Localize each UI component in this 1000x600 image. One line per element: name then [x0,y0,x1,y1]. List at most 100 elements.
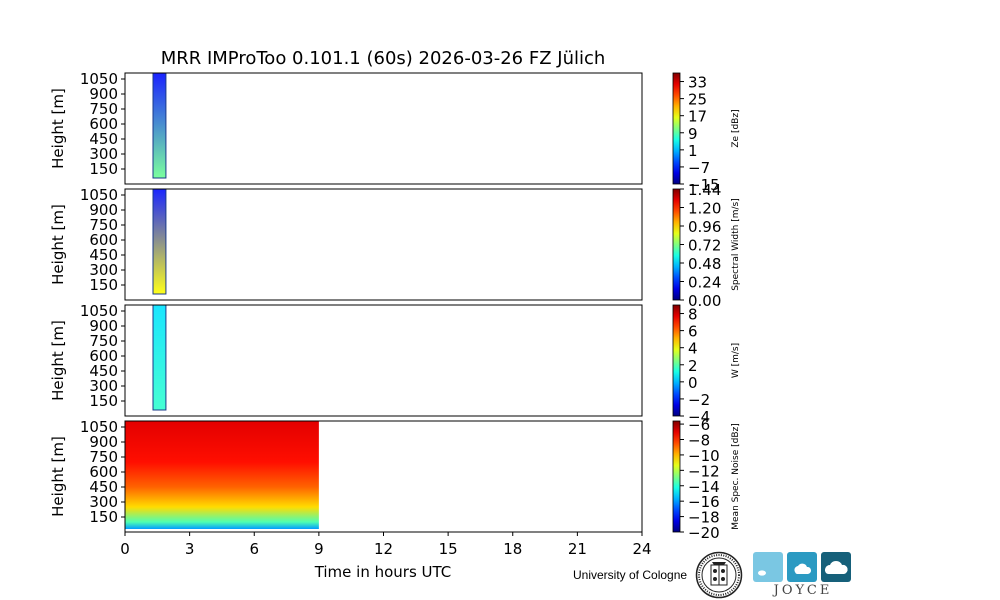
y-tick-label: 750 [89,100,118,118]
colorbar-tick-label: 33 [688,74,707,92]
y-tick-label: 600 [89,231,118,249]
colorbar-tick-label: 1 [688,142,698,160]
y-tick-label: 600 [89,347,118,365]
colorbar-tick-label: 0.72 [688,237,721,255]
axes-frame [124,188,643,301]
width-precip-event [153,189,166,294]
w-colorbar [672,304,681,417]
y-tick-label: 750 [89,332,118,350]
y-tick-label: 750 [89,448,118,466]
chart-title: MRR IMProToo 0.101.1 (60s) 2026-03-26 FZ… [161,48,606,69]
ze-colorbar [672,72,681,185]
axes-frame [124,72,643,185]
colorbar-tick-label: 0.24 [688,274,721,292]
colorbar-tick-label: −8 [688,432,710,450]
y-tick-label: 1050 [80,186,118,204]
y-axis-label: Height [m] [49,436,67,517]
colorbar-tick-label: −18 [688,509,720,527]
x-tick-label: 0 [120,540,130,558]
colorbar-tick-label: −16 [688,493,720,511]
y-tick-label: 300 [89,145,118,163]
y-axis-label: Height [m] [49,320,67,401]
x-tick-label: 12 [374,540,393,558]
y-tick-label: 1050 [80,418,118,436]
axes-frame [124,304,643,417]
colorbar-tick-label: 4 [688,340,698,358]
width-colorbar-label: Spectral Width [m/s] [731,198,741,291]
y-tick-label: 300 [89,493,118,511]
colorbar-tick-label: −4 [688,408,710,426]
colorbar-tick-label: 0.00 [688,292,721,310]
colorbar-tick-label: 1.44 [688,181,721,199]
noise-field [125,421,319,529]
colorbar-tick-label: 17 [688,108,707,126]
colorbar-tick-label: −6 [688,416,710,434]
y-tick-label: 150 [89,508,118,526]
colorbar-tick-label: 0.48 [688,255,721,273]
noise-colorbar [672,420,681,533]
ze-colorbar-label: Ze [dBz] [731,109,741,147]
x-tick-label: 9 [314,540,324,558]
colorbar-tick-label: −7 [688,159,710,177]
y-tick-label: 1050 [80,70,118,88]
y-tick-label: 450 [89,246,118,264]
y-tick-label: 450 [89,130,118,148]
colorbar-tick-label: 6 [688,323,698,341]
colorbar-tick-label: −12 [688,462,720,480]
w-colorbar-label: W [m/s] [731,343,741,378]
x-axis-label: Time in hours UTC [314,563,452,581]
colorbar-tick-label: −14 [688,478,720,496]
noise-colorbar-label: Mean Spec. Noise [dBz] [731,423,741,529]
x-tick-label: 15 [439,540,458,558]
colorbar-tick-label: −10 [688,447,720,465]
university-seal-icon [695,551,743,599]
cloud-large-icon [821,552,851,582]
y-tick-label: 300 [89,261,118,279]
w-precip-event [153,305,166,410]
y-axis-label: Height [m] [49,88,67,169]
colorbar-tick-label: 8 [688,306,698,324]
y-tick-label: 150 [89,160,118,178]
colorbar-tick-label: 2 [688,357,698,375]
y-tick-label: 900 [89,85,118,103]
x-tick-label: 24 [632,540,651,558]
cloud-small-icon [753,552,783,582]
colorbar-tick-label: 1.20 [688,200,721,218]
colorbar-tick-label: 0.96 [688,218,721,236]
colorbar-tick-label: −20 [688,524,720,542]
colorbar-tick-label: −2 [688,391,710,409]
university-label: University of Cologne [573,568,688,582]
joyce-wordmark: JOYCE [773,583,833,598]
y-axis-label: Height [m] [49,204,67,285]
y-tick-label: 300 [89,377,118,395]
colorbar-tick-label: 25 [688,91,707,109]
y-tick-label: 450 [89,362,118,380]
y-tick-label: 600 [89,115,118,133]
y-tick-label: 1050 [80,302,118,320]
colorbar-tick-label: 9 [688,125,698,143]
y-tick-label: 750 [89,216,118,234]
y-tick-label: 900 [89,433,118,451]
x-tick-label: 6 [249,540,259,558]
y-tick-label: 900 [89,201,118,219]
y-tick-label: 600 [89,463,118,481]
colorbar-tick-label: −15 [688,176,720,194]
ze-precip-event [153,73,166,178]
x-tick-label: 18 [503,540,522,558]
cloud-medium-icon [787,552,817,582]
x-tick-label: 21 [568,540,587,558]
logo-strip: University of Cologne JOYCE [560,548,1000,600]
width-colorbar [672,188,681,301]
y-tick-label: 150 [89,392,118,410]
x-tick-label: 3 [185,540,195,558]
y-tick-label: 900 [89,317,118,335]
y-tick-label: 150 [89,276,118,294]
colorbar-tick-label: 0 [688,374,698,392]
y-tick-label: 450 [89,478,118,496]
